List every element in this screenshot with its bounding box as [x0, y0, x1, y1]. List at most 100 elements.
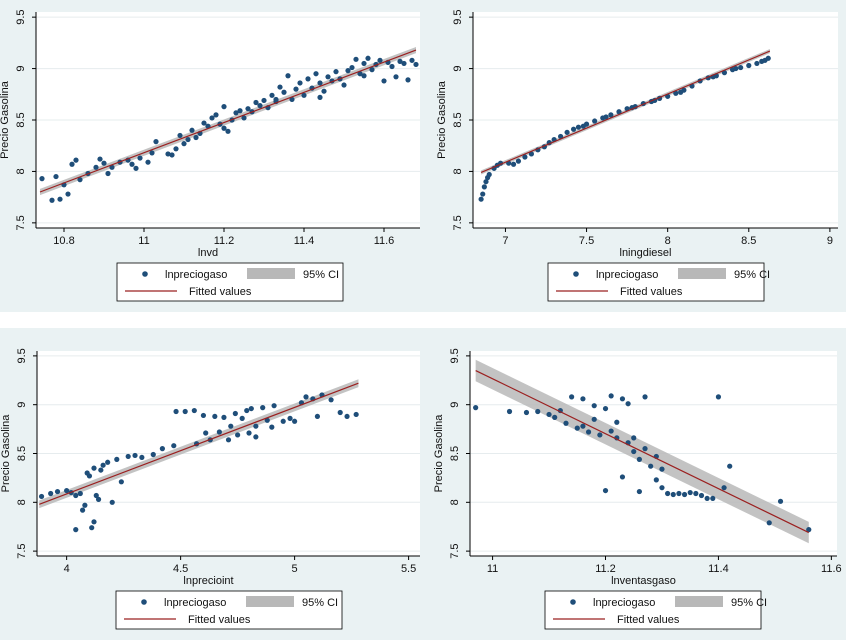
- data-point: [636, 456, 642, 462]
- data-point: [659, 485, 665, 491]
- data-point: [235, 432, 241, 438]
- x-tick-label: 11.2: [214, 235, 235, 247]
- y-axis-title: Precio Gasolina: [0, 80, 11, 159]
- data-point: [246, 430, 252, 436]
- y-axis-title: Precio Gasolina: [436, 80, 448, 159]
- data-point: [159, 446, 165, 452]
- x-tick-label: 11.6: [821, 563, 842, 575]
- data-point: [522, 154, 528, 160]
- x-tick-label: 7.5: [579, 235, 594, 247]
- data-point: [261, 97, 267, 104]
- data-point: [109, 164, 115, 170]
- x-tick-label: 11: [487, 563, 498, 575]
- data-point: [101, 160, 107, 166]
- legend-box: [116, 262, 344, 302]
- data-point: [54, 488, 61, 495]
- data-point: [361, 60, 367, 67]
- x-axis-title: lningdiesel: [620, 247, 672, 259]
- data-point: [244, 407, 250, 414]
- data-point: [603, 114, 609, 120]
- data-point: [480, 191, 486, 197]
- data-point: [592, 118, 598, 124]
- legend-box: [544, 590, 762, 630]
- data-point: [681, 491, 688, 498]
- data-point: [616, 109, 622, 115]
- data-point: [365, 55, 371, 61]
- data-point: [710, 495, 716, 502]
- data-point: [602, 487, 609, 494]
- data-point: [303, 394, 309, 400]
- data-point: [337, 409, 343, 416]
- data-point: [293, 86, 299, 92]
- y-tick-label: 7.5: [16, 543, 28, 558]
- data-point: [257, 103, 263, 109]
- data-point: [575, 124, 582, 130]
- data-point: [149, 150, 155, 156]
- x-tick-label: 11: [138, 235, 149, 247]
- data-point: [233, 110, 239, 116]
- data-point: [191, 407, 197, 414]
- data-point: [77, 490, 83, 497]
- y-tick-label: 9: [15, 66, 27, 72]
- data-point: [608, 393, 614, 399]
- data-point: [173, 408, 179, 415]
- data-point: [806, 527, 812, 533]
- data-point: [48, 490, 54, 497]
- data-point: [225, 437, 232, 443]
- legend-scatter-label: lnpreciogaso: [593, 597, 655, 609]
- data-point: [349, 64, 355, 71]
- y-tick-label: 9: [449, 402, 461, 408]
- data-point: [181, 141, 187, 147]
- y-tick-label: 9.5: [15, 9, 27, 24]
- y-tick-label: 9: [452, 66, 464, 72]
- data-point: [97, 156, 103, 162]
- x-axis-title: lnventasgaso: [611, 575, 676, 587]
- x-tick-label: 9: [827, 235, 833, 247]
- data-point: [129, 161, 135, 167]
- data-point: [216, 429, 222, 435]
- x-tick-label: 8: [665, 235, 671, 247]
- data-point: [73, 492, 79, 499]
- y-tick-label: 8: [452, 168, 464, 174]
- data-point: [137, 155, 143, 161]
- data-point: [619, 474, 626, 480]
- data-point: [369, 67, 375, 73]
- data-point: [253, 99, 259, 106]
- data-point: [125, 453, 131, 460]
- data-point: [564, 129, 570, 135]
- legend: lnpreciogaso 95% CI Fitted values: [116, 262, 344, 302]
- data-point: [189, 127, 195, 133]
- data-point: [287, 415, 293, 421]
- data-point: [271, 403, 277, 409]
- y-tick-label: 7.5: [15, 215, 27, 230]
- data-point: [253, 423, 259, 429]
- data-point: [483, 179, 489, 185]
- data-point: [625, 401, 631, 407]
- legend-box: [115, 590, 343, 630]
- data-point: [105, 170, 111, 177]
- fitted-line: [39, 49, 417, 193]
- fitted-line: [480, 50, 771, 174]
- data-point: [328, 397, 334, 403]
- data-point: [105, 459, 111, 465]
- data-point: [389, 63, 395, 70]
- data-point: [698, 492, 705, 499]
- data-point: [619, 396, 626, 402]
- data-point: [91, 519, 97, 525]
- data-point: [678, 89, 684, 95]
- data-point: [313, 71, 319, 77]
- data-point: [733, 65, 739, 72]
- data-point: [580, 423, 586, 429]
- data-point: [57, 196, 63, 202]
- x-tick-label: 7: [502, 235, 508, 247]
- x-tick-label: 8.5: [741, 235, 756, 247]
- data-point: [585, 429, 592, 435]
- y-tick-label: 8: [449, 499, 461, 505]
- y-tick-label: 9.5: [16, 348, 28, 363]
- data-point: [100, 462, 106, 468]
- data-point: [173, 146, 179, 152]
- data-point: [169, 152, 175, 158]
- x-tick-label: 10.8: [53, 235, 74, 247]
- fitted-line: [39, 382, 359, 505]
- data-point: [361, 73, 367, 79]
